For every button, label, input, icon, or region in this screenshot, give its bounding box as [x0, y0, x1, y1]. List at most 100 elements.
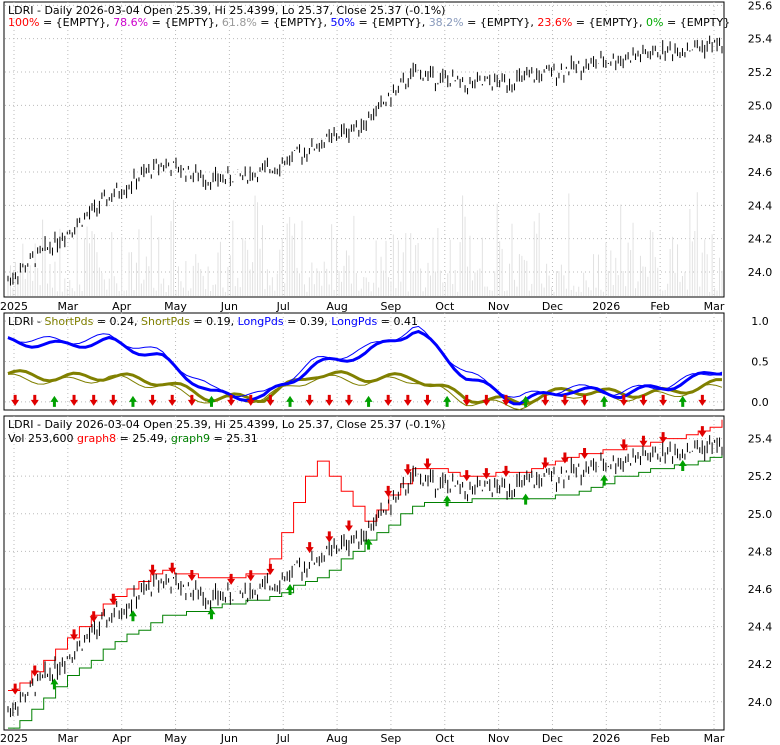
x-tick-label: 2025: [0, 732, 28, 745]
y-tick-label: 24.8: [748, 133, 773, 146]
lower-sell-arrow: [384, 485, 393, 497]
lower-sell-arrow: [659, 432, 668, 444]
x-tick-label: Jun: [220, 732, 238, 745]
osc-sell-arrow: [403, 394, 412, 406]
osc-sell-arrow: [423, 394, 432, 406]
lower-sell-arrow: [560, 452, 569, 464]
osc-legend-part: = 0.24,: [93, 315, 141, 328]
fib-value: = {EMPTY},: [572, 16, 646, 29]
lower-ohlc-bars: [7, 435, 723, 718]
osc-legend-part: = 0.19,: [190, 315, 238, 328]
price-panel: 25.6 25.4 25.2 25.0 24.8 24.6 24.4 24.2 24.0 202…: [0, 0, 772, 313]
osc-buy-arrow: [128, 395, 137, 407]
y-tick-label: 24.0: [748, 696, 773, 709]
lower-x-ticks: 2025 Mar Apr May Jun Jul Aug Sep Oct Nov Dec 2026 Fe…: [0, 732, 725, 745]
lower-panel: 25.4 25.2 25.0 24.8 24.6 24.4 24.2 24.0 2025 Mar…: [0, 415, 773, 745]
x-tick-label: Mar: [704, 732, 725, 745]
lower-buy-arrow: [600, 474, 609, 486]
y-tick-label: 25.0: [748, 508, 773, 521]
osc-lines: [7, 325, 723, 411]
osc-sell-arrow: [246, 394, 255, 406]
y-tick-label: 24.8: [748, 545, 773, 558]
lower-sell-arrow: [325, 531, 334, 543]
osc-buy-arrow: [600, 395, 609, 407]
osc-sell-arrow: [89, 394, 98, 406]
x-tick-label: Jul: [276, 300, 290, 313]
y-tick-label: 1.0: [751, 315, 769, 328]
osc-sell-arrow: [619, 394, 628, 406]
x-tick-label: Dec: [542, 732, 563, 745]
osc-series-line: [7, 369, 722, 406]
lower-sell-arrow: [266, 563, 275, 575]
y-tick-label: 25.4: [748, 433, 773, 446]
fib-value: = {EMPTY}: [663, 16, 730, 29]
osc-sell-arrow: [148, 394, 157, 406]
osc-sell-arrow: [502, 394, 511, 406]
osc-buy-arrow: [286, 395, 295, 407]
lower-buy-arrow: [128, 610, 137, 622]
lower-buy-arrow: [207, 608, 216, 620]
osc-legend-part: ShortPds: [141, 315, 190, 328]
osc-legend: LDRI - ShortPds = 0.24, ShortPds = 0.19,…: [8, 315, 418, 328]
osc-legend-part: LDRI -: [8, 315, 44, 328]
osc-legend-part: LongPds: [238, 315, 284, 328]
osc-arrows: [11, 394, 707, 407]
lower-sell-arrow: [11, 683, 20, 695]
lower-sell-arrow: [30, 665, 39, 677]
lower-y-ticks: 25.4 25.2 25.0 24.8 24.6 24.4 24.2 24.0: [748, 433, 773, 709]
fib-label: 0%: [646, 16, 663, 29]
y-tick-label: 24.0: [748, 266, 773, 279]
lower-sell-arrow: [70, 629, 79, 641]
x-tick-label: Apr: [112, 732, 132, 745]
oscillator-panel: 1.0 0.5 0.0 LDRI - ShortPds = 0.24, ShortP…: [3, 312, 769, 411]
x-tick-label: Jun: [220, 300, 238, 313]
price-x-ticks: 2025 Mar Apr May Jun Jul Aug Sep Oct Nov Dec 2026 Fe…: [0, 300, 725, 313]
fib-legend: 100% = {EMPTY}, 78.6% = {EMPTY}, 61.8% =…: [8, 16, 730, 29]
price-title: LDRI - Daily 2026-03-04 Open 25.39, Hi 2…: [8, 4, 445, 17]
osc-series-line: [7, 325, 723, 398]
osc-buy-arrow: [678, 395, 687, 407]
y-tick-label: 24.2: [748, 658, 773, 671]
osc-legend-part: = 0.41: [377, 315, 418, 328]
lower-sell-arrow: [403, 464, 412, 476]
lower-sell-arrow: [344, 520, 353, 532]
osc-sell-arrow: [30, 394, 39, 406]
lower-sell-arrow: [89, 611, 98, 623]
x-tick-label: 2026: [592, 732, 620, 745]
y-tick-label: 24.6: [748, 583, 773, 596]
x-tick-label: Sep: [381, 300, 402, 313]
y-tick-label: 24.4: [748, 199, 773, 212]
lower-sell-arrow: [168, 562, 177, 574]
vol-legend-part: Vol 253,600: [8, 432, 77, 445]
fib-label: 78.6%: [113, 16, 148, 29]
osc-sell-arrow: [580, 394, 589, 406]
y-tick-label: 24.4: [748, 621, 773, 634]
lower-sell-arrow: [246, 570, 255, 582]
y-tick-label: 25.2: [748, 66, 773, 79]
lower-sell-arrow: [423, 458, 432, 470]
osc-buy-arrow: [443, 395, 452, 407]
price-y-ticks: 25.6 25.4 25.2 25.0 24.8 24.6 24.4 24.2 24.0: [748, 0, 773, 279]
osc-sell-arrow: [266, 394, 275, 406]
osc-sell-arrow: [187, 394, 196, 406]
x-tick-label: Mar: [704, 300, 725, 313]
price-volume-bars: [7, 192, 723, 296]
y-tick-label: 24.6: [748, 166, 773, 179]
lower-buy-arrow: [678, 459, 687, 471]
osc-sell-arrow: [109, 394, 118, 406]
lower-sell-arrow: [227, 573, 236, 585]
vol-legend-part: graph8: [77, 432, 116, 445]
fib-value: = {EMPTY},: [464, 16, 538, 29]
osc-buy-arrow: [364, 395, 373, 407]
x-tick-label: Apr: [112, 300, 132, 313]
lower-sell-arrow: [109, 593, 118, 605]
lower-panel-frame: [3, 415, 725, 731]
x-tick-label: Nov: [488, 300, 510, 313]
osc-sell-arrow: [639, 394, 648, 406]
x-tick-label: Aug: [326, 732, 347, 745]
y-tick-label: 25.2: [748, 470, 773, 483]
lower-sell-arrow: [187, 569, 196, 581]
y-tick-label: 25.4: [748, 33, 773, 46]
osc-sell-arrow: [325, 394, 334, 406]
vol-legend: Vol 253,600 graph8 = 25.49, graph9 = 25.…: [8, 432, 258, 445]
